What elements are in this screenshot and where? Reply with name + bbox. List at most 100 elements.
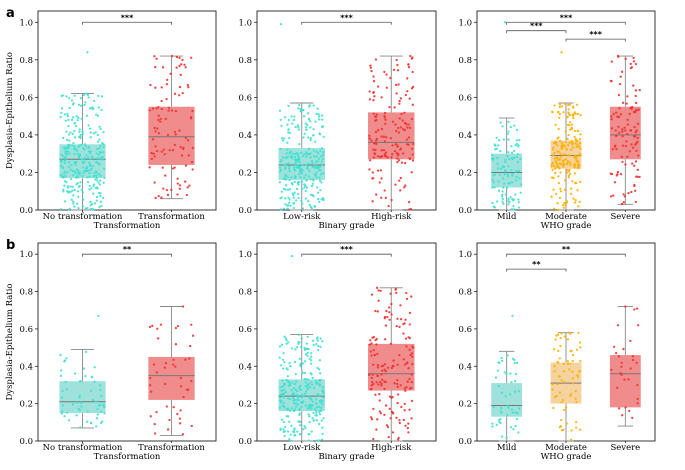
data-point: [609, 79, 613, 83]
y-tick-label: 1.0: [238, 250, 252, 260]
data-point: [154, 86, 157, 89]
data-point: [81, 205, 85, 208]
data-point: [153, 422, 156, 426]
data-point: [569, 350, 572, 353]
data-point: [628, 409, 631, 412]
data-point: [391, 144, 394, 147]
data-point: [386, 156, 389, 159]
data-point: [556, 360, 559, 364]
data-point: [375, 137, 379, 141]
data-point: [156, 337, 160, 340]
data-point: [379, 169, 383, 172]
data-point: [399, 176, 402, 180]
data-point: [376, 310, 379, 313]
data-point: [504, 170, 507, 173]
data-point: [368, 134, 371, 137]
data-point: [303, 348, 307, 352]
data-point: [500, 167, 503, 170]
data-point: [496, 156, 499, 160]
data-point: [297, 398, 300, 402]
data-point: [322, 172, 325, 175]
data-point: [637, 108, 640, 111]
data-point: [317, 422, 321, 426]
data-point: [620, 70, 624, 73]
data-point: [308, 420, 311, 424]
data-point: [633, 110, 637, 114]
data-point: [495, 136, 498, 139]
data-point: [282, 401, 286, 405]
data-point: [309, 152, 312, 155]
data-point: [396, 401, 399, 405]
data-point: [299, 388, 302, 391]
data-point: [96, 179, 99, 182]
data-point: [82, 198, 85, 201]
data-point: [167, 109, 170, 112]
data-point: [286, 188, 290, 191]
data-point: [510, 408, 514, 411]
data-point: [283, 137, 286, 140]
data-point: [384, 151, 388, 154]
data-point: [635, 129, 638, 132]
data-point: [298, 104, 301, 107]
data-point: [315, 112, 318, 116]
data-point: [78, 396, 81, 399]
data-point: [321, 157, 325, 161]
data-point: [372, 407, 375, 411]
data-point: [309, 156, 312, 159]
data-point: [63, 170, 66, 173]
data-point: [572, 197, 575, 200]
significance-bracket: [565, 38, 626, 42]
axes-frame: [256, 242, 437, 442]
data-point: [279, 160, 282, 164]
data-point: [278, 396, 282, 399]
data-point: [66, 115, 69, 118]
data-point: [406, 126, 409, 129]
y-tick-label: 0.4: [238, 362, 252, 372]
data-point: [498, 173, 501, 177]
data-point: [89, 168, 93, 171]
x-axis-label: Transformation: [94, 452, 161, 462]
data-point: [180, 154, 184, 157]
data-point: [316, 107, 319, 110]
data-point: [286, 141, 289, 144]
data-point: [394, 123, 397, 126]
data-point: [84, 374, 87, 378]
data-point: [404, 337, 408, 340]
data-point: [568, 154, 572, 157]
data-point: [561, 398, 565, 402]
data-point: [515, 361, 519, 365]
data-point: [69, 185, 72, 188]
data-point: [311, 404, 314, 407]
data-point: [554, 171, 557, 174]
data-point: [100, 421, 103, 425]
data-point: [99, 200, 103, 204]
data-point: [613, 181, 617, 184]
data-point: [96, 114, 100, 117]
data-point: [407, 336, 410, 339]
data-point: [68, 207, 71, 211]
data-point: [631, 146, 635, 149]
data-point: [404, 184, 407, 187]
data-point: [100, 204, 103, 208]
data-point: [321, 386, 324, 389]
data-point: [321, 403, 324, 406]
data-point: [294, 348, 297, 351]
data-point: [514, 193, 517, 196]
data-point: [68, 106, 71, 110]
y-tick-label: 1.0: [19, 250, 33, 260]
data-point: [621, 128, 624, 131]
data-point: [403, 409, 406, 412]
data-point: [316, 348, 320, 352]
data-point: [278, 399, 282, 402]
x-tick-label: No transformation: [43, 443, 123, 453]
data-point: [621, 144, 625, 147]
data-point: [572, 116, 575, 120]
data-point: [374, 148, 377, 152]
data-point: [376, 374, 379, 377]
data-point: [172, 406, 175, 409]
data-point: [83, 169, 86, 173]
data-point: [289, 155, 293, 158]
data-point: [283, 388, 286, 392]
data-point: [313, 408, 317, 411]
data-point: [93, 174, 96, 177]
